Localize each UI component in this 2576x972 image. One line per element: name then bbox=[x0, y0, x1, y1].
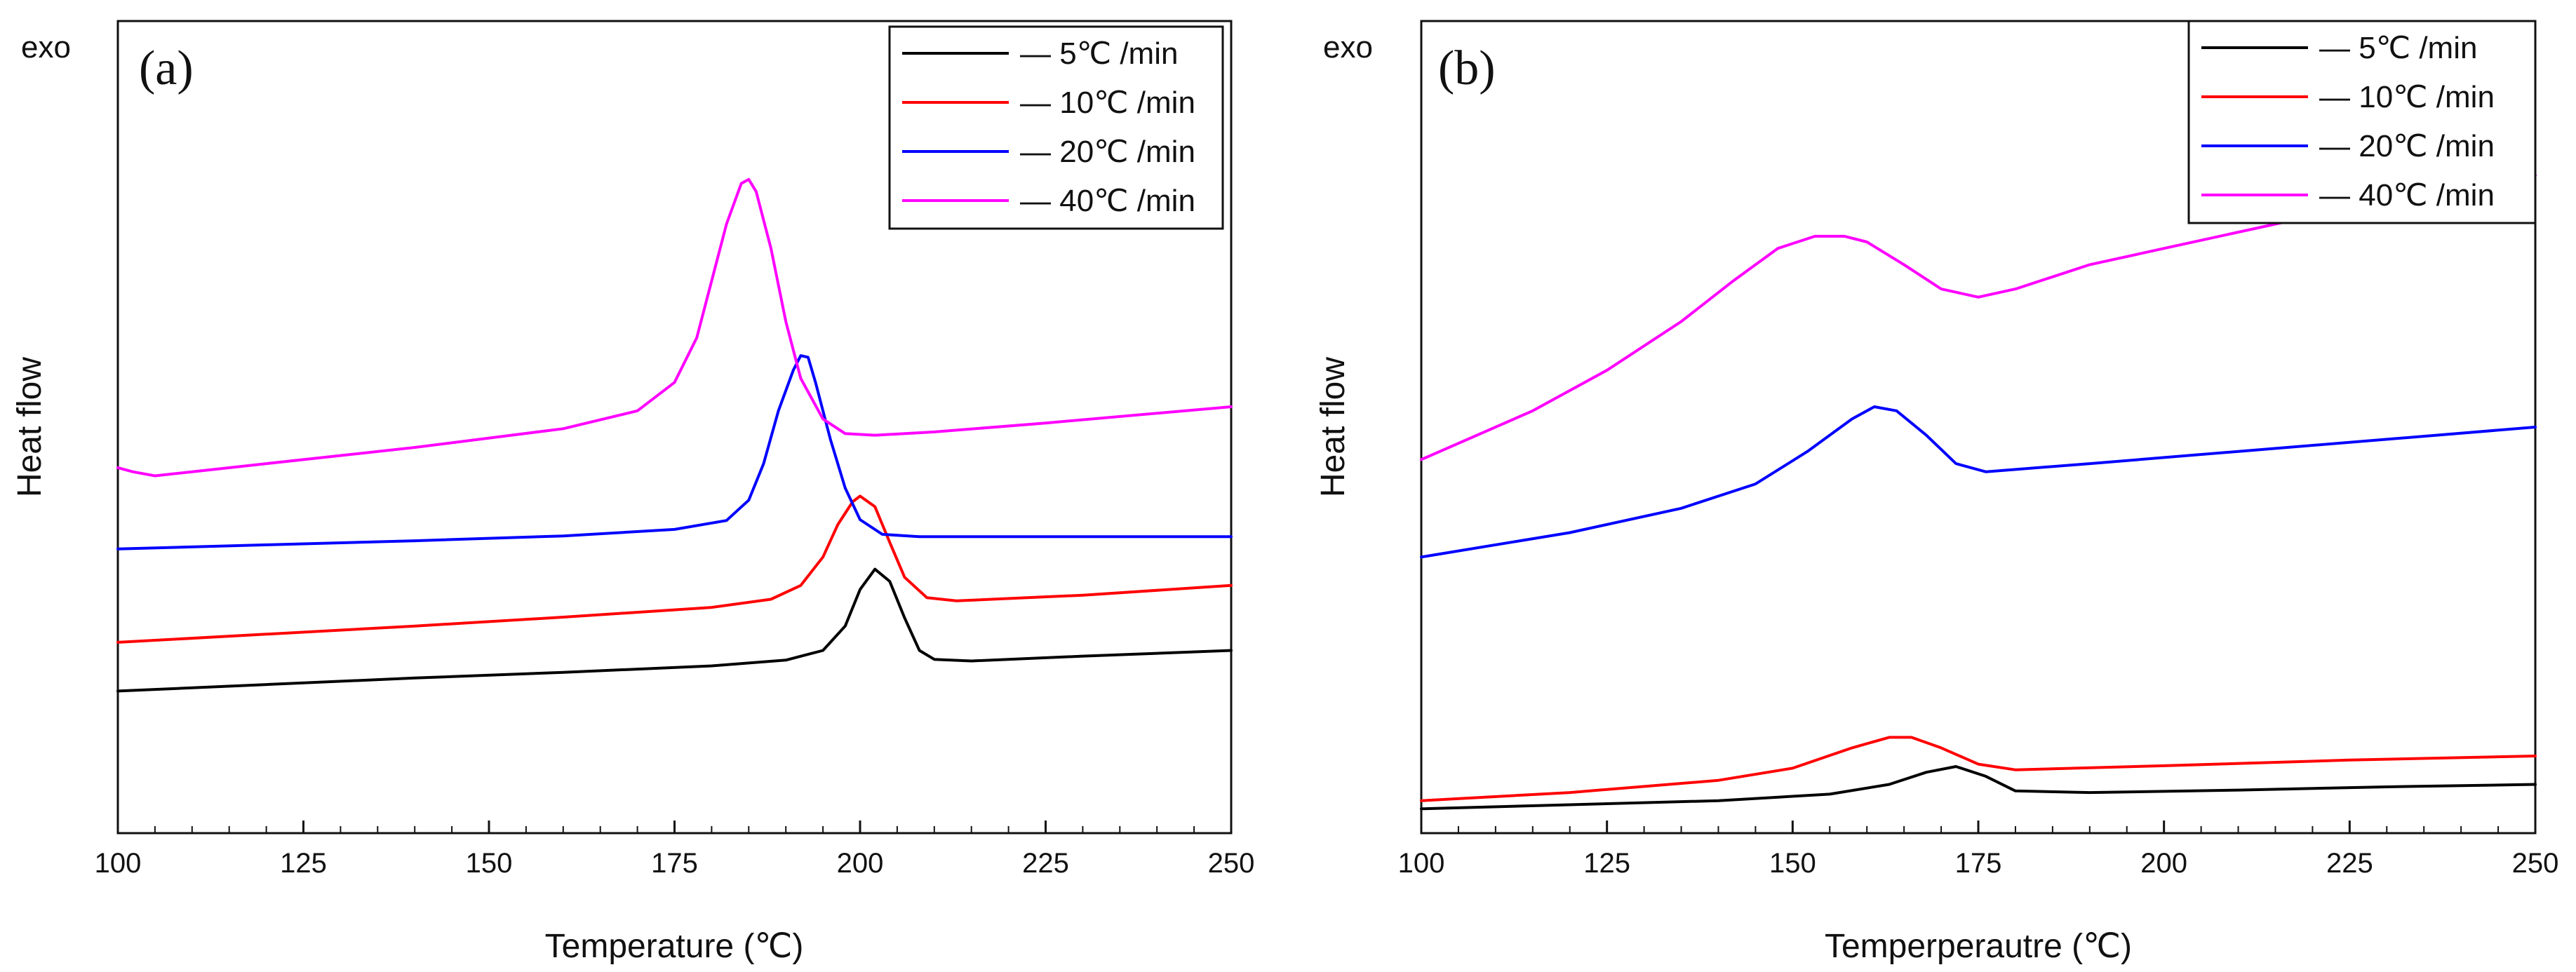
legend-a: — 5℃ /min — 10℃ /min — 20℃ /min — 40℃ /min bbox=[888, 25, 1224, 230]
panel-label-b: (b) bbox=[1438, 41, 1496, 95]
series-line-a-3 bbox=[116, 177, 1233, 478]
legend-label-b-1: — 10℃ /min bbox=[2319, 80, 2495, 114]
legend-box-b bbox=[2187, 20, 2537, 224]
legend-label-a-3: — 40℃ /min bbox=[1020, 184, 1195, 218]
x-tick-label-a: 250 bbox=[1208, 848, 1255, 879]
series-line-a-2 bbox=[116, 354, 1233, 551]
legend-label-a-2: — 20℃ /min bbox=[1020, 135, 1195, 169]
series-line-b-2 bbox=[1420, 405, 2537, 559]
panel-label-a: (a) bbox=[139, 41, 194, 95]
x-axis-title-b: Temperperautre (℃) bbox=[1825, 928, 2132, 965]
x-tick-label-a: 100 bbox=[95, 848, 142, 879]
legend-label-b-0: — 5℃ /min bbox=[2319, 31, 2477, 65]
legend-b: — 5℃ /min — 10℃ /min — 20℃ /min — 40℃ /min bbox=[2187, 20, 2537, 224]
legend-label-b-3: — 40℃ /min bbox=[2319, 178, 2495, 212]
series-line-b-1 bbox=[1420, 736, 2537, 802]
y-axis-title-a: Heat flow bbox=[11, 357, 48, 497]
legend-label-a-1: — 10℃ /min bbox=[1020, 86, 1195, 120]
x-tick-label-b: 100 bbox=[1398, 848, 1445, 879]
x-tick-label-b: 175 bbox=[1955, 848, 2002, 879]
x-tick-label-a: 200 bbox=[837, 848, 884, 879]
series-line-a-1 bbox=[116, 494, 1233, 644]
x-tick-label-b: 250 bbox=[2512, 848, 2559, 879]
x-tick-label-a: 175 bbox=[651, 848, 698, 879]
x-tick-label-a: 150 bbox=[466, 848, 513, 879]
legend-label-a-0: — 5℃ /min bbox=[1020, 36, 1178, 71]
legend-label-b-2: — 20℃ /min bbox=[2319, 129, 2495, 163]
series-line-a-0 bbox=[116, 567, 1233, 693]
panel-a: 100 125 150 175 200 225 250 (a) exo Heat flow … bbox=[11, 20, 1255, 965]
x-axis-title-a: Temperature (℃) bbox=[545, 928, 804, 965]
panel-b: 100 125 150 175 200 225 250 (b) exo Heat flow … bbox=[1315, 20, 2559, 965]
series-line-b-0 bbox=[1420, 765, 2537, 811]
x-tick-label-b: 225 bbox=[2326, 848, 2373, 879]
x-tick-label-b: 200 bbox=[2140, 848, 2187, 879]
x-tick-label-b: 125 bbox=[1583, 848, 1630, 879]
exo-label-a: exo bbox=[21, 30, 71, 65]
x-tick-label-a: 125 bbox=[280, 848, 327, 879]
exo-label-b: exo bbox=[1323, 30, 1373, 65]
legend-box-a bbox=[888, 25, 1224, 230]
x-tick-label-b: 150 bbox=[1769, 848, 1816, 879]
y-axis-title-b: Heat flow bbox=[1315, 357, 1352, 497]
x-tick-label-a: 225 bbox=[1022, 848, 1069, 879]
series-line-b-3 bbox=[1420, 174, 2537, 461]
